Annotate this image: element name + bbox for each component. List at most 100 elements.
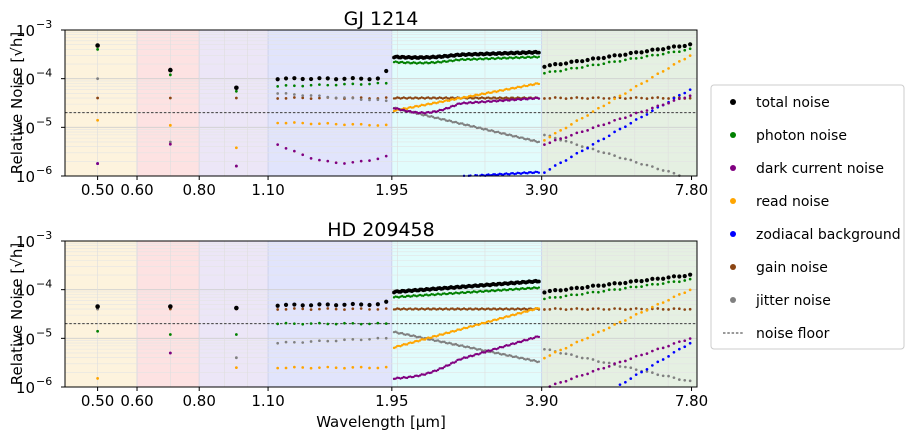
x-tick-label: 0.80: [183, 392, 216, 410]
point-jitter: [624, 365, 627, 369]
point-total: [639, 50, 644, 55]
point-dark: [483, 351, 487, 354]
y-tick-label: 10: [16, 22, 35, 40]
point-photon: [334, 83, 338, 87]
point-jitter: [293, 340, 296, 344]
point-gain: [559, 96, 562, 100]
legend-marker: [730, 198, 736, 204]
point-gain: [234, 96, 238, 100]
wavelength-band: [65, 241, 138, 387]
point-total: [671, 44, 677, 49]
point-zodi: [537, 171, 541, 174]
point-total: [95, 304, 100, 309]
y-tick-exponent: −5: [36, 115, 52, 128]
point-photon: [234, 333, 238, 336]
point-gain: [359, 96, 363, 99]
point-dark: [586, 128, 589, 132]
point-dark: [629, 357, 633, 361]
point-zodi: [624, 125, 627, 129]
point-jitter: [634, 368, 638, 372]
point-photon: [618, 288, 622, 291]
legend-marker: [730, 99, 736, 105]
point-gain: [683, 308, 687, 311]
point-total: [628, 50, 633, 56]
point-photon: [645, 54, 649, 58]
point-read: [483, 321, 487, 325]
point-dark: [537, 97, 541, 100]
point-gain: [564, 308, 568, 311]
point-read: [667, 67, 670, 70]
point-dark: [640, 353, 643, 357]
y-tick-label: 10: [16, 71, 35, 89]
point-total: [688, 42, 693, 47]
point-photon: [618, 60, 622, 63]
point-gain: [293, 96, 296, 99]
point-jitter: [591, 147, 595, 151]
point-read: [448, 331, 451, 335]
point-jitter: [343, 96, 346, 99]
point-total: [283, 76, 289, 81]
y-tick-label: 10: [16, 330, 35, 348]
point-read: [651, 75, 654, 79]
point-read: [537, 82, 541, 86]
point-photon: [276, 322, 280, 326]
point-dark: [234, 164, 238, 168]
point-jitter: [485, 128, 489, 131]
point-photon: [672, 280, 676, 284]
point-jitter: [656, 373, 660, 377]
point-gain: [334, 307, 338, 311]
point-total: [650, 276, 655, 281]
point-read: [318, 122, 321, 126]
point-jitter: [629, 366, 633, 370]
point-jitter: [597, 360, 600, 363]
point-dark: [168, 142, 172, 146]
point-read: [293, 121, 296, 124]
point-photon: [656, 283, 660, 286]
point-gain: [597, 307, 600, 310]
point-jitter: [326, 95, 330, 99]
point-gain: [575, 96, 579, 99]
point-dark: [672, 99, 676, 102]
point-gain: [359, 307, 363, 310]
point-photon: [293, 84, 296, 88]
point-gain: [301, 307, 305, 311]
point-gain: [309, 97, 313, 100]
point-dark: [651, 106, 654, 110]
point-zodi: [634, 373, 638, 377]
point-photon: [634, 285, 638, 289]
point-dark: [683, 339, 687, 343]
point-zodi: [656, 360, 660, 364]
point-total: [607, 54, 612, 59]
point-read: [368, 123, 371, 127]
point-photon: [384, 81, 388, 85]
point-total: [655, 276, 660, 281]
point-jitter: [564, 352, 568, 356]
point-dark: [677, 340, 681, 344]
point-photon: [343, 321, 346, 325]
point-dark: [677, 97, 681, 101]
point-zodi: [672, 96, 676, 100]
point-zodi: [618, 383, 622, 387]
point-read: [559, 129, 562, 132]
point-dark: [334, 161, 338, 165]
point-total: [558, 62, 563, 67]
point-read: [376, 366, 380, 370]
point-jitter: [527, 138, 531, 141]
point-total: [350, 75, 355, 81]
point-jitter: [301, 341, 305, 344]
point-jitter: [376, 336, 380, 340]
point-total: [536, 50, 541, 55]
legend-label: dark current noise: [756, 161, 884, 177]
point-photon: [384, 322, 388, 325]
point-dark: [368, 159, 371, 162]
point-total: [536, 279, 541, 284]
point-gain: [318, 307, 321, 311]
point-photon: [602, 289, 606, 293]
point-zodi: [683, 345, 687, 349]
point-total: [677, 44, 682, 49]
point-total: [275, 77, 280, 82]
point-read: [293, 365, 296, 369]
point-gain: [553, 96, 557, 99]
point-jitter: [318, 339, 321, 343]
legend-label: photon noise: [756, 128, 847, 144]
